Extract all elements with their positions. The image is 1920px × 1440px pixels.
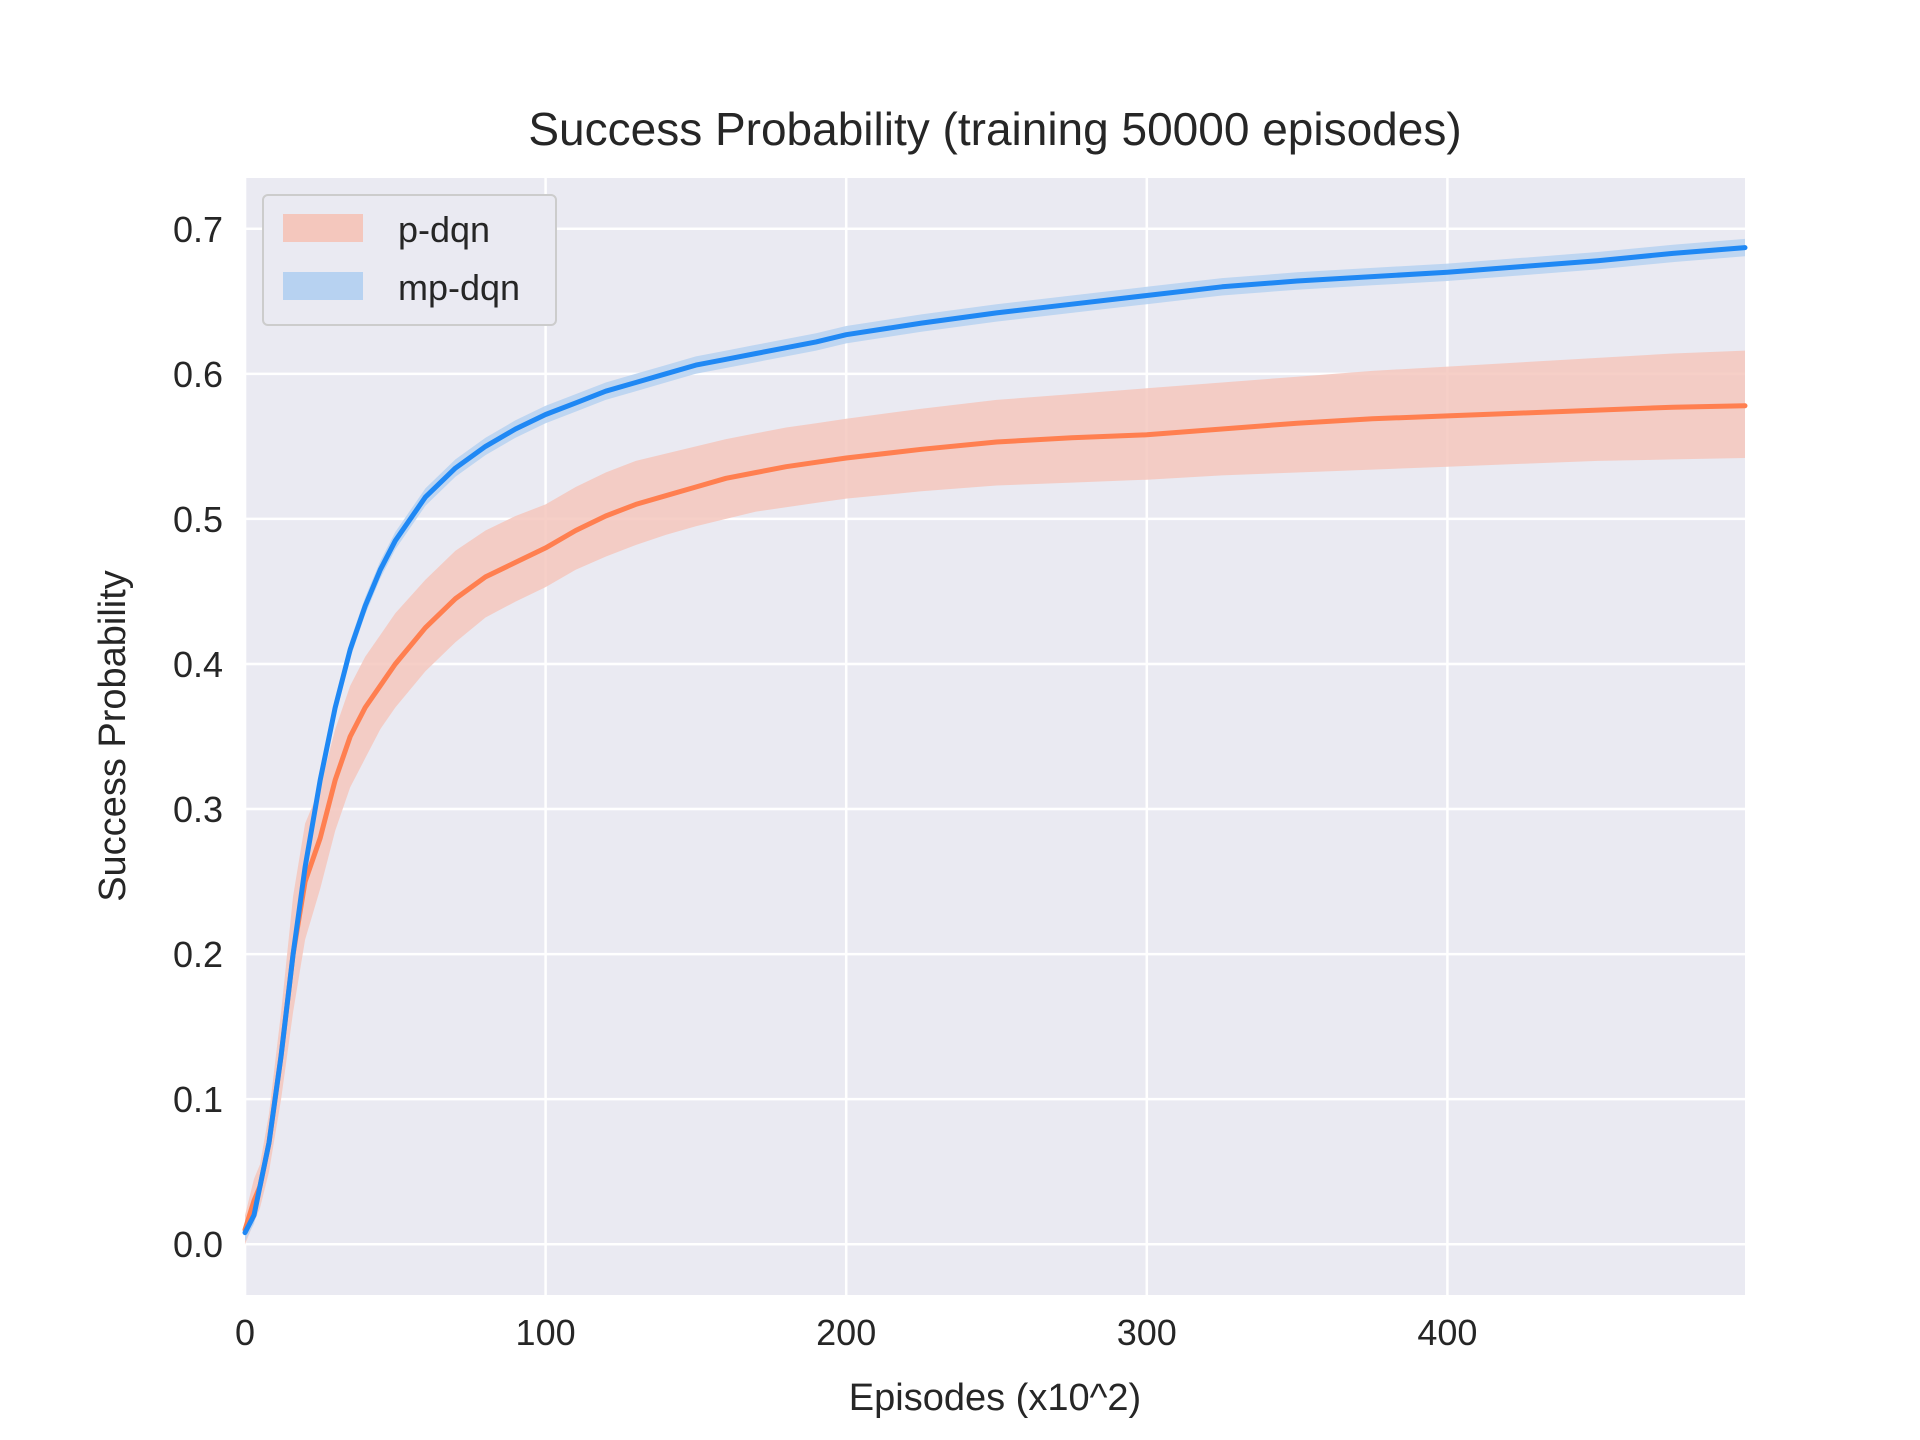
legend-label-mp-dqn: mp-dqn (398, 267, 520, 308)
y-tick-label: 0.2 (173, 934, 223, 975)
y-tick-label: 0.4 (173, 644, 223, 685)
x-axis-ticks: 0 100 200 300 400 (235, 1312, 1477, 1353)
grid-lines (243, 178, 1745, 1295)
x-tick-label: 100 (516, 1312, 576, 1353)
y-tick-label: 0.1 (173, 1079, 223, 1120)
legend-swatch-p-dqn (283, 214, 363, 242)
legend: p-dqn mp-dqn (262, 194, 557, 326)
x-tick-label: 200 (816, 1312, 876, 1353)
y-axis-ticks: 0.0 0.1 0.2 0.3 0.4 0.5 0.6 0.7 (173, 209, 223, 1265)
confidence-bands (245, 238, 1745, 1245)
x-tick-label: 400 (1417, 1312, 1477, 1353)
x-axis-label: Episodes (x10^2) (849, 1377, 1141, 1419)
y-tick-label: 0.6 (173, 354, 223, 395)
line-mp-dqn (242, 245, 1748, 1236)
line-p-dqn (242, 403, 1748, 1233)
legend-swatch-mp-dqn (283, 272, 363, 300)
x-tick-label: 300 (1117, 1312, 1177, 1353)
y-tick-label: 0.5 (173, 499, 223, 540)
plot-background (245, 178, 1745, 1295)
y-tick-label: 0.0 (173, 1224, 223, 1265)
band-p-dqn (245, 350, 1745, 1245)
legend-label-p-dqn: p-dqn (398, 209, 490, 250)
y-tick-label: 0.7 (173, 209, 223, 250)
x-tick-label: 0 (235, 1312, 255, 1353)
chart-title: Success Probability (training 50000 epis… (528, 103, 1461, 155)
y-tick-label: 0.3 (173, 789, 223, 830)
series-lines (242, 245, 1748, 1236)
y-axis-label: Success Probability (92, 570, 134, 902)
